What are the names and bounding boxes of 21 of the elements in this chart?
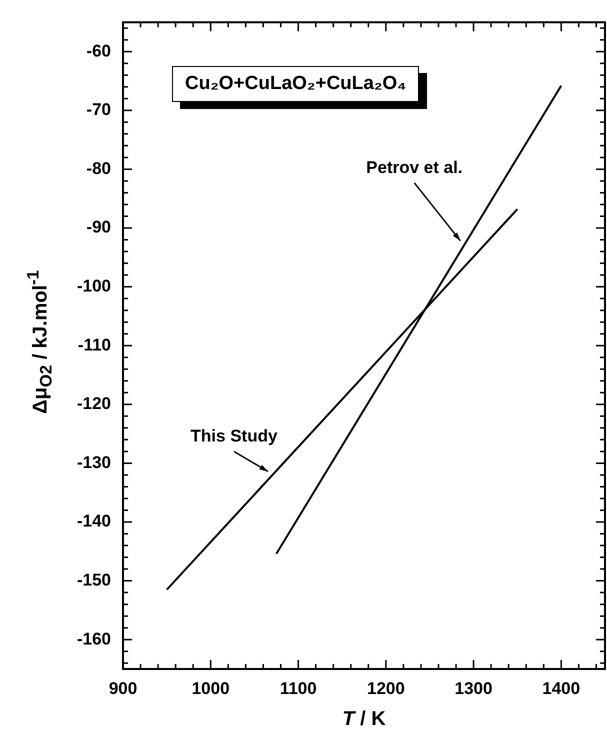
y-tick-label: -160 xyxy=(76,629,111,648)
x-axis-title: T / K xyxy=(342,708,386,731)
x-tick-label: 1200 xyxy=(366,678,405,698)
y-tick-label: -120 xyxy=(76,394,111,414)
x-tick-label: 1000 xyxy=(192,678,230,698)
x-tick-label: 900 xyxy=(108,678,138,698)
series-label: This Study xyxy=(190,426,278,446)
y-tick-label: -80 xyxy=(86,158,111,178)
x-tick-label: 1300 xyxy=(454,678,492,698)
y-tick-label: -130 xyxy=(76,452,111,472)
y-tick-label: -150 xyxy=(76,570,111,590)
x-tick-label: 1100 xyxy=(280,678,317,698)
y-tick-label: -90 xyxy=(86,218,111,237)
y-tick-label: -140 xyxy=(76,512,111,531)
x-tick-label: 1400 xyxy=(542,678,580,698)
y-tick-label: -60 xyxy=(86,41,111,60)
y-tick-label: -110 xyxy=(78,335,111,354)
annotation: Cu₂O+CuLaO₂+CuLa₂O₄ xyxy=(172,66,420,102)
y-tick-label: -100 xyxy=(76,276,111,296)
y-tick-label: -70 xyxy=(86,100,111,120)
text: Petrov et al. xyxy=(366,158,463,178)
